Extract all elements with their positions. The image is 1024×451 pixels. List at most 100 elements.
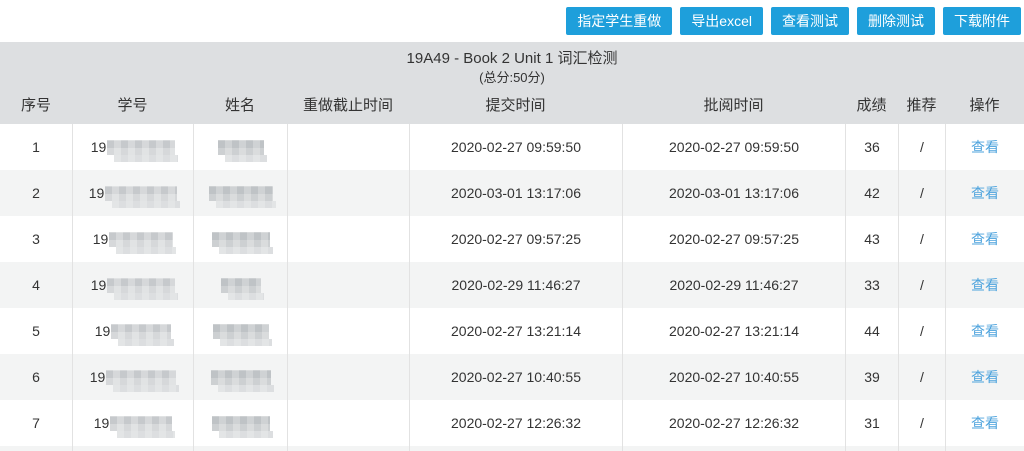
cell-submit-time: 2020-02-27 12:26:32 xyxy=(409,400,622,446)
view-link[interactable]: 查看 xyxy=(971,277,999,293)
cell-index: 3 xyxy=(32,231,40,247)
cell-name xyxy=(193,354,287,400)
cell-index: 4 xyxy=(32,277,40,293)
cell-score: 42 xyxy=(845,170,898,216)
cell-review-time: 2020-02-27 13:21:14 xyxy=(622,308,845,354)
column-header-redo-deadline: 重做截止时间 xyxy=(302,97,393,114)
cell-index: 5 xyxy=(32,323,40,339)
masked-student-id xyxy=(111,323,175,346)
masked-name xyxy=(217,139,267,162)
cell-name xyxy=(193,262,287,308)
cell-submit-time: 2020-02-27 09:57:25 xyxy=(409,216,622,262)
masked-name xyxy=(211,231,273,254)
cell-recommend: / xyxy=(898,262,945,308)
cell-name xyxy=(193,170,287,216)
cell-score: 39 xyxy=(845,354,898,400)
cell-submit-time: 2020-02-27 10:40:55 xyxy=(409,354,622,400)
cell-review-time: 2020-02-27 12:26:32 xyxy=(622,400,845,446)
cell-review-time: 2020-02-27 09:59:50 xyxy=(622,124,845,170)
table-header: 序号 学号 姓名 重做截止时间 提交时间 批阅时间 成绩 推荐 操作 xyxy=(0,87,1024,122)
view-link[interactable]: 查看 xyxy=(971,369,999,385)
student-id-prefix: 19 xyxy=(90,139,107,155)
cell-recommend: / xyxy=(898,354,945,400)
cell-action: 查看 xyxy=(945,216,1024,262)
student-id-prefix: 19 xyxy=(89,369,106,385)
cell-redo-deadline xyxy=(287,308,409,354)
delete-test-button[interactable]: 删除测试 xyxy=(857,7,935,35)
masked-student-id xyxy=(105,185,181,208)
view-link[interactable]: 查看 xyxy=(971,139,999,155)
table-row: 5 19 2020-02-27 13:21:14 2020-02-27 13:2… xyxy=(0,308,1024,354)
table-row: 1 19 2020-02-27 09:59:50 2020-02-27 09:5… xyxy=(0,124,1024,170)
column-header-recommend: 推荐 xyxy=(906,97,937,114)
assign-student-redo-button[interactable]: 指定学生重做 xyxy=(566,7,673,35)
cell-submit-time: 2020-02-27 09:59:50 xyxy=(409,124,622,170)
masked-name xyxy=(220,277,264,300)
student-id-prefix: 19 xyxy=(88,185,105,201)
cell-submit-time: 2020-03-01 13:17:06 xyxy=(409,170,622,216)
column-header-submit-time: 提交时间 xyxy=(485,97,546,114)
cell-score: 33 xyxy=(845,262,898,308)
cell-recommend: / xyxy=(898,216,945,262)
cell-index: 6 xyxy=(32,369,40,385)
cell-redo-deadline xyxy=(287,216,409,262)
table-row: 2 19 2020-03-01 13:17:06 2020-03-01 13:1… xyxy=(0,170,1024,216)
masked-name xyxy=(208,185,276,208)
export-excel-button[interactable]: 导出excel xyxy=(680,7,763,35)
cell-redo-deadline xyxy=(287,354,409,400)
cell-redo-deadline xyxy=(287,400,409,446)
cell-recommend: / xyxy=(898,170,945,216)
cell-index: 7 xyxy=(32,415,40,431)
cell-name xyxy=(193,216,287,262)
cell-submit-time: 2020-02-27 13:21:14 xyxy=(409,308,622,354)
cell-name xyxy=(193,124,287,170)
cell-submit-time: 2020-02-29 11:46:27 xyxy=(409,262,622,308)
cell-score: 43 xyxy=(845,216,898,262)
student-id-prefix: 19 xyxy=(92,231,109,247)
masked-student-id xyxy=(107,277,179,300)
view-link[interactable]: 查看 xyxy=(971,231,999,247)
cell-name xyxy=(193,400,287,446)
test-header-panel: 19A49 - Book 2 Unit 1 词汇检测 (总分:50分) 序号 学… xyxy=(0,42,1024,124)
cell-student-id: 19 xyxy=(72,124,193,170)
cell-redo-deadline xyxy=(287,262,409,308)
cell-score: 31 xyxy=(845,400,898,446)
student-id-prefix: 19 xyxy=(90,277,107,293)
masked-student-id xyxy=(107,139,179,162)
download-attachment-button[interactable]: 下载附件 xyxy=(943,7,1021,35)
table-row: 6 19 2020-02-27 10:40:55 2020-02-27 10:4… xyxy=(0,354,1024,400)
cell-review-time: 2020-03-01 13:17:06 xyxy=(622,170,845,216)
table-row: 7 19 2020-02-27 12:26:32 2020-02-27 12:2… xyxy=(0,400,1024,446)
cell-review-time: 2020-02-29 11:46:27 xyxy=(622,262,845,308)
cell-score: 36 xyxy=(845,124,898,170)
view-link[interactable]: 查看 xyxy=(971,415,999,431)
student-id-prefix: 19 xyxy=(93,415,110,431)
cell-redo-deadline xyxy=(287,124,409,170)
view-link[interactable]: 查看 xyxy=(971,185,999,201)
cell-review-time: 2020-02-27 09:57:25 xyxy=(622,216,845,262)
cell-recommend: / xyxy=(898,124,945,170)
toolbar: 指定学生重做 导出excel 查看测试 删除测试 下载附件 xyxy=(0,0,1024,42)
column-header-action: 操作 xyxy=(969,97,1000,114)
masked-name xyxy=(211,415,273,438)
test-title: 19A49 - Book 2 Unit 1 词汇检测 xyxy=(406,50,618,67)
column-header-score: 成绩 xyxy=(856,97,887,114)
masked-name xyxy=(210,369,274,392)
cell-action: 查看 xyxy=(945,170,1024,216)
column-header-review-time: 批阅时间 xyxy=(703,97,764,114)
view-test-button[interactable]: 查看测试 xyxy=(771,7,849,35)
cell-student-id: 19 xyxy=(72,308,193,354)
cell-student-id: 19 xyxy=(72,354,193,400)
table-row: 4 19 2020-02-29 11:46:27 2020-02-29 11:4… xyxy=(0,262,1024,308)
column-header-index: 序号 xyxy=(20,97,51,114)
cell-score: 44 xyxy=(845,308,898,354)
cell-action: 查看 xyxy=(945,354,1024,400)
results-table: 1 19 2020-02-27 09:59:50 2020-02-27 09:5… xyxy=(0,124,1024,451)
view-link[interactable]: 查看 xyxy=(971,323,999,339)
cell-index: 1 xyxy=(32,139,40,155)
cell-recommend: / xyxy=(898,308,945,354)
masked-name xyxy=(212,323,272,346)
test-total-score: (总分:50分) xyxy=(479,70,545,85)
cell-student-id: 19 xyxy=(72,216,193,262)
student-id-prefix: 19 xyxy=(94,323,111,339)
